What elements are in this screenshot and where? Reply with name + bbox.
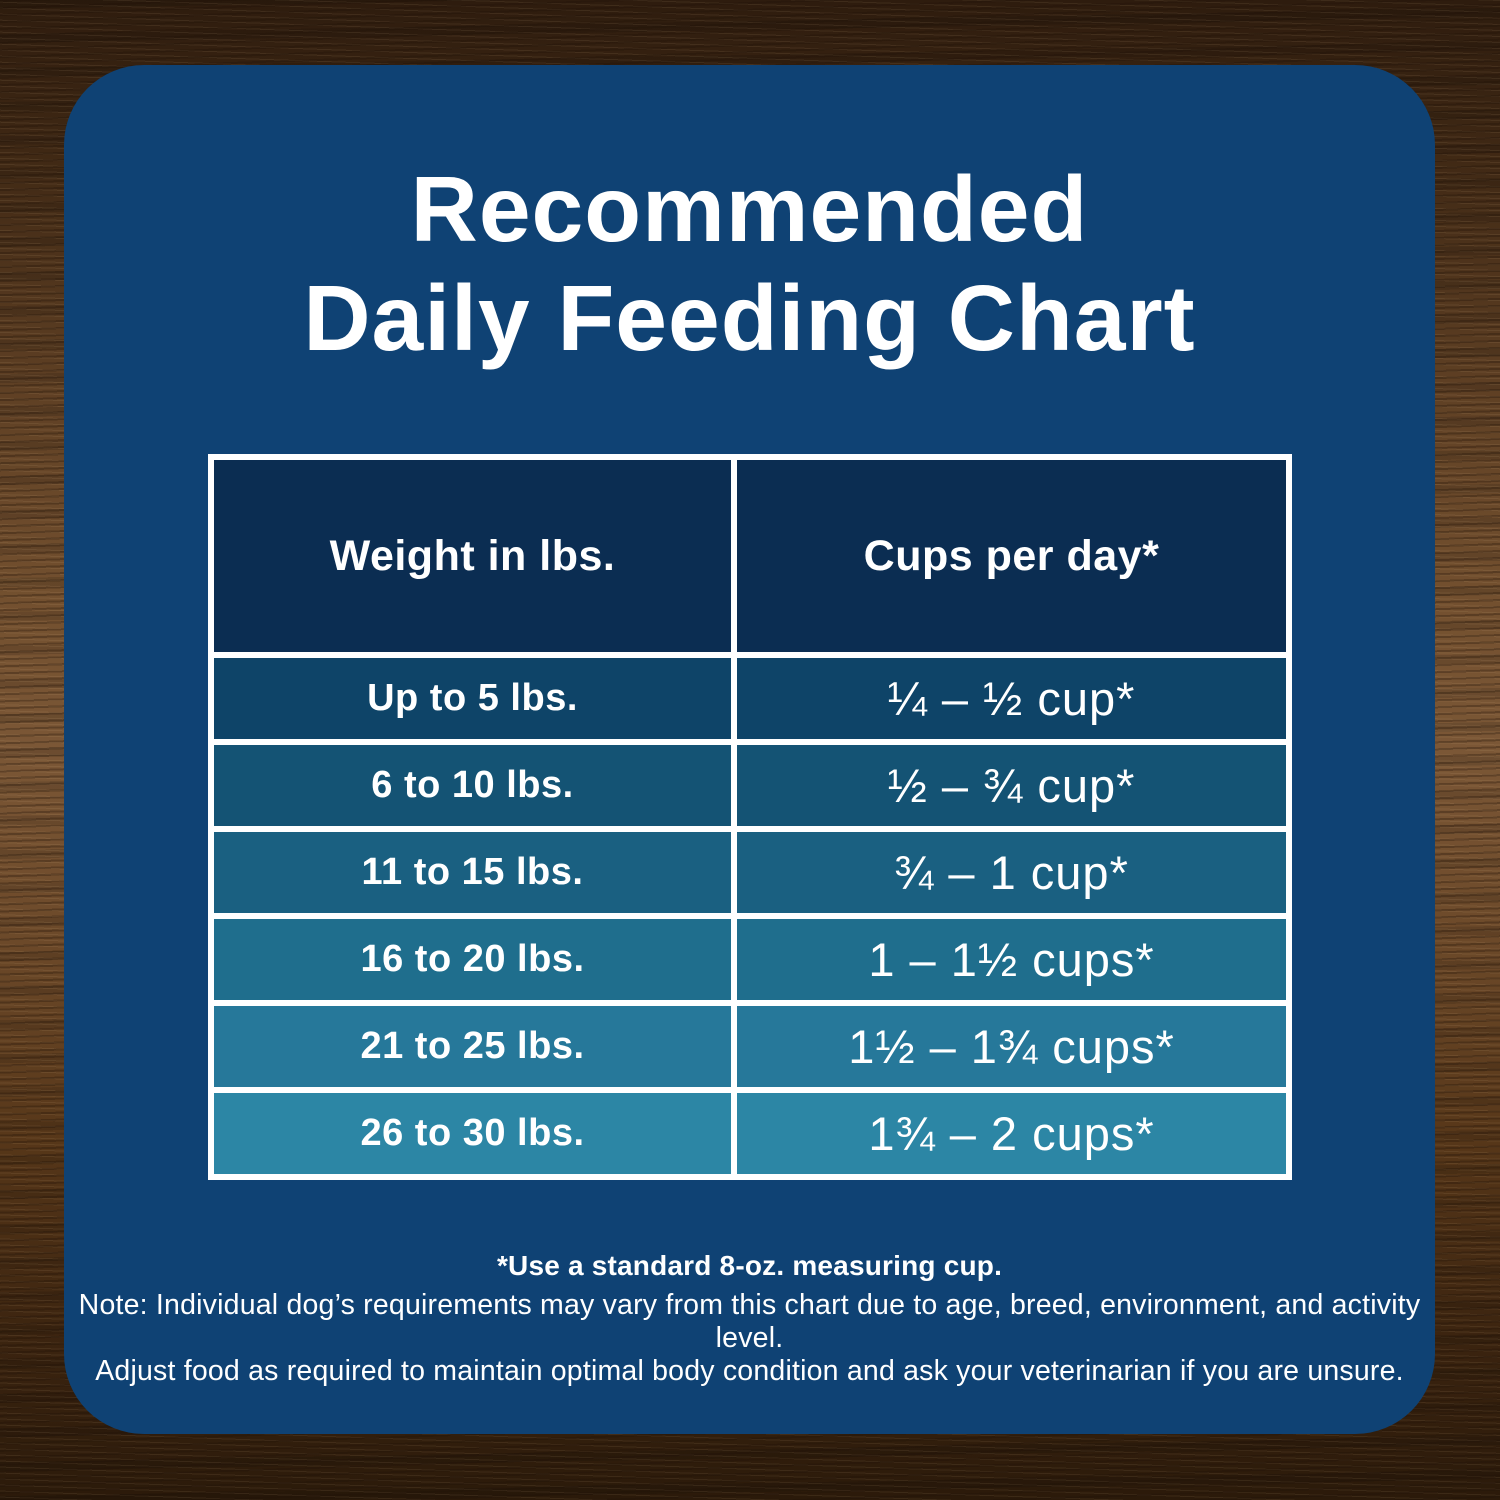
table-row-weight: 11 to 15 lbs. [214,832,731,913]
footnotes: *Use a standard 8-oz. measuring cup. Not… [64,1250,1435,1388]
column-header-weight: Weight in lbs. [214,460,731,652]
page-title: Recommended Daily Feeding Chart [64,155,1435,373]
feeding-table: Weight in lbs. Cups per day* Up to 5 lbs… [208,454,1292,1180]
table-row-cups: 1 – 1½ cups* [737,919,1286,1000]
page-title-line1: Recommended [410,157,1089,261]
table-row-cups: ¾ – 1 cup* [737,832,1286,913]
table-row-cups: ½ – ¾ cup* [737,745,1286,826]
table-row-cups: 1¾ – 2 cups* [737,1093,1286,1174]
table-row-weight: 21 to 25 lbs. [214,1006,731,1087]
table-row-weight: Up to 5 lbs. [214,658,731,739]
requirements-note-line2: Adjust food as required to maintain opti… [95,1355,1404,1388]
table-row-weight: 26 to 30 lbs. [214,1093,731,1174]
feeding-chart-card: Recommended Daily Feeding Chart Weight i… [64,65,1435,1434]
table-row-cups: 1½ – 1¾ cups* [737,1006,1286,1087]
table-row-cups: ¼ – ½ cup* [737,658,1286,739]
page-title-line2: Daily Feeding Chart [303,265,1196,370]
table-row-weight: 6 to 10 lbs. [214,745,731,826]
column-header-cups: Cups per day* [737,460,1286,652]
requirements-note-line1: Note: Individual dog’s requirements may … [78,1289,1421,1355]
table-row-weight: 16 to 20 lbs. [214,919,731,1000]
measuring-cup-note: *Use a standard 8-oz. measuring cup. [496,1250,1003,1281]
